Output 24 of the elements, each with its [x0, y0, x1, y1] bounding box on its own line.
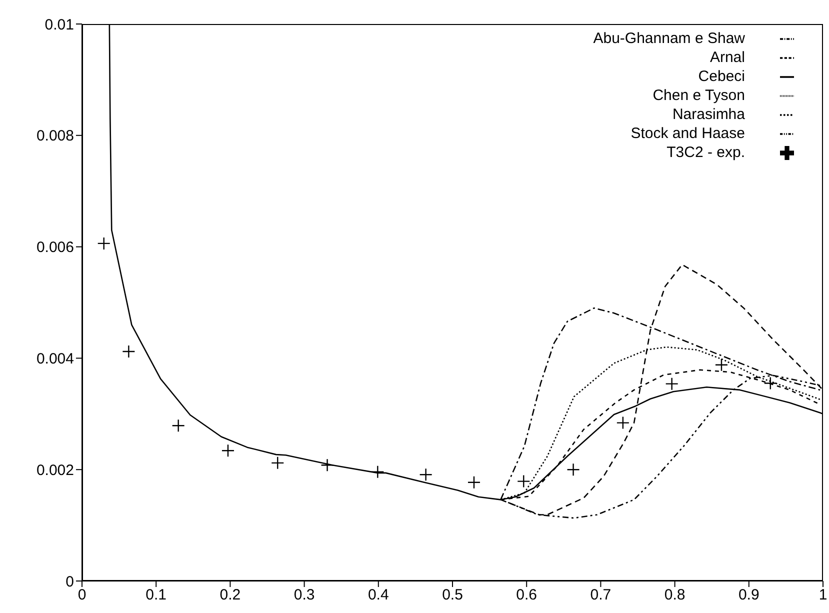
legend-label: Chen e Tyson	[652, 87, 745, 104]
legend-label: Arnal	[710, 49, 745, 66]
legend-label: Abu-Ghannam e Shaw	[593, 30, 745, 47]
legend-label: Narasimha	[672, 106, 745, 123]
x-tick-label: 0.4	[368, 586, 389, 604]
y-tick-label: 0.008	[36, 128, 74, 145]
y-tick-label: 0.01	[44, 16, 74, 34]
y-tick-label: 0.004	[36, 350, 74, 368]
x-tick-label: 1	[818, 586, 828, 604]
x-tick-label: 0.7	[590, 586, 612, 604]
y-tick-label: 0	[66, 573, 74, 590]
x-tick-label: 0.3	[294, 586, 315, 604]
legend-label: Cebeci	[698, 68, 745, 85]
x-tick-label: 0.6	[516, 586, 538, 604]
x-tick-label: 0.8	[664, 586, 686, 604]
y-tick-label: 0.002	[36, 462, 74, 479]
x-tick-label: 0.9	[738, 586, 760, 604]
legend-label: Stock and Haase	[630, 125, 745, 142]
legend-label: T3C2 - exp.	[666, 144, 745, 161]
x-tick-label: 0	[78, 586, 86, 604]
x-tick-label: 0.5	[442, 586, 463, 604]
x-tick-label: 0.1	[146, 586, 167, 604]
y-tick-label: 0.006	[36, 239, 74, 256]
x-tick-label: 0.2	[220, 586, 241, 604]
